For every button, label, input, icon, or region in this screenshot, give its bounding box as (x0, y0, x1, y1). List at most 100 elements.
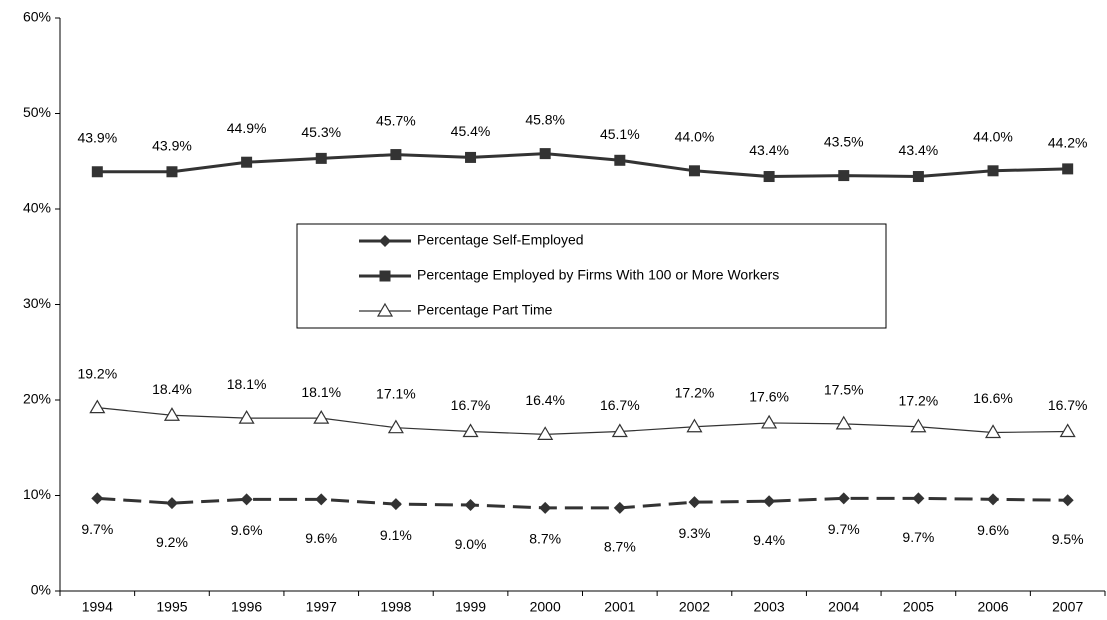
data-label: 17.1% (376, 385, 416, 401)
data-label: 9.7% (828, 521, 860, 537)
data-label: 9.6% (305, 530, 337, 546)
x-tick-label: 2000 (530, 599, 561, 615)
marker (89, 399, 106, 414)
marker (389, 498, 402, 511)
series-line (97, 407, 1068, 435)
data-label: 17.5% (824, 382, 864, 398)
y-tick-label: 60% (23, 9, 51, 25)
marker (462, 423, 479, 438)
x-tick-label: 2004 (828, 599, 859, 615)
data-label: 44.0% (973, 129, 1013, 145)
data-label: 45.4% (451, 123, 491, 139)
marker (465, 151, 477, 163)
data-label: 44.0% (675, 129, 715, 145)
x-tick-label: 2007 (1052, 599, 1083, 615)
data-label: 16.6% (973, 390, 1013, 406)
marker (313, 409, 330, 424)
marker (163, 407, 181, 421)
x-tick-label: 1996 (231, 599, 262, 615)
marker (614, 154, 626, 166)
x-tick-label: 2003 (754, 599, 785, 615)
marker (390, 149, 402, 161)
marker (379, 235, 391, 247)
marker (464, 499, 477, 512)
marker (315, 493, 328, 506)
data-label: 18.1% (301, 384, 341, 400)
marker (910, 418, 927, 433)
series-line (97, 152, 1068, 179)
data-label: 9.6% (977, 522, 1009, 538)
data-label: 43.4% (749, 142, 789, 158)
marker (238, 409, 255, 424)
marker (379, 270, 391, 282)
y-tick-label: 10% (23, 486, 51, 502)
data-label: 45.7% (376, 112, 416, 128)
legend-label: Percentage Self-Employed (417, 232, 584, 248)
data-label: 9.5% (1052, 531, 1084, 547)
x-tick-label: 2002 (679, 599, 710, 615)
data-label: 17.6% (749, 389, 789, 405)
marker (376, 302, 394, 317)
marker (166, 166, 178, 178)
marker (838, 170, 850, 182)
data-label: 9.3% (679, 525, 711, 541)
x-tick-label: 2001 (604, 599, 635, 615)
legend-label: Percentage Employed by Firms With 100 or… (417, 267, 779, 283)
y-tick-label: 50% (23, 104, 51, 120)
marker (688, 165, 700, 177)
y-tick-label: 0% (31, 582, 51, 598)
x-tick-label: 1995 (156, 599, 187, 615)
y-tick-label: 30% (23, 295, 51, 311)
y-tick-label: 20% (23, 391, 51, 407)
data-label: 45.1% (600, 126, 640, 142)
data-label: 17.2% (899, 392, 939, 408)
data-label: 9.7% (902, 529, 934, 545)
marker (987, 165, 999, 177)
data-label: 17.2% (675, 384, 715, 400)
data-label: 43.5% (824, 133, 864, 149)
x-tick-label: 1997 (306, 599, 337, 615)
data-label: 16.7% (600, 397, 640, 413)
data-label: 9.2% (156, 534, 188, 550)
data-label: 16.7% (1048, 397, 1088, 413)
marker (613, 501, 626, 514)
data-label: 44.9% (227, 120, 267, 136)
marker (539, 501, 552, 514)
marker (611, 423, 628, 438)
x-tick-label: 1998 (380, 599, 411, 615)
data-label: 9.7% (81, 521, 113, 537)
marker (987, 493, 1000, 506)
marker (91, 492, 104, 505)
marker (241, 156, 253, 168)
marker (837, 492, 850, 505)
marker (1061, 494, 1074, 507)
data-label: 44.2% (1048, 135, 1088, 151)
data-label: 45.3% (301, 124, 341, 140)
marker (835, 415, 852, 430)
marker (387, 419, 404, 434)
data-label: 16.4% (525, 392, 565, 408)
x-tick-label: 2006 (977, 599, 1008, 615)
data-label: 45.8% (525, 111, 565, 127)
data-label: 18.1% (227, 376, 267, 392)
marker (763, 495, 776, 508)
data-label: 9.0% (455, 536, 487, 552)
series-line (97, 496, 1068, 510)
data-label: 9.1% (380, 527, 412, 543)
marker (537, 426, 554, 440)
marker (315, 152, 327, 164)
data-label: 43.9% (77, 129, 117, 145)
x-tick-label: 2005 (903, 599, 934, 615)
marker (984, 424, 1002, 439)
data-label: 43.4% (899, 142, 939, 158)
data-label: 9.4% (753, 532, 785, 548)
data-label: 19.2% (77, 365, 117, 381)
marker (763, 171, 775, 183)
data-label: 18.4% (152, 381, 192, 397)
marker (240, 493, 253, 506)
data-label: 8.7% (604, 539, 636, 555)
marker (165, 497, 178, 510)
data-label: 43.9% (152, 137, 192, 153)
marker (912, 171, 924, 183)
